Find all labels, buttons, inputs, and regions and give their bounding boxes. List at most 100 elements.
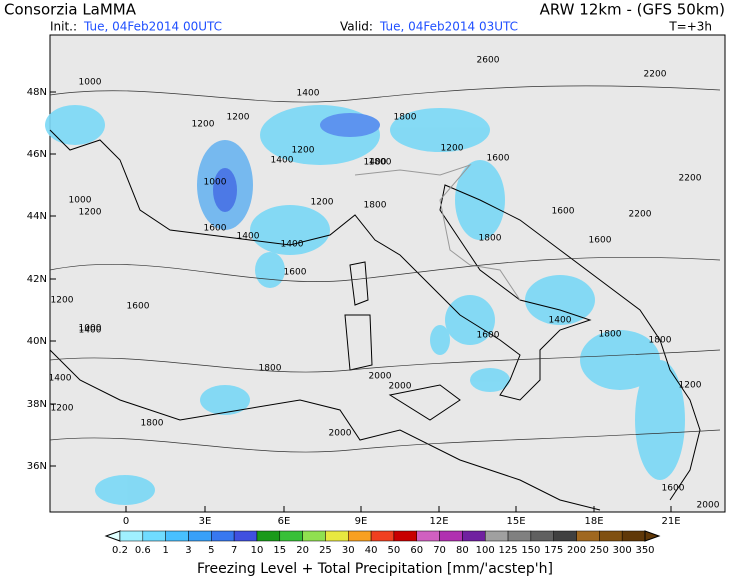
lat-label: 46N — [27, 149, 47, 160]
colorbar-swatch — [211, 530, 235, 542]
coastlines — [49, 129, 701, 511]
colorbar-label: 70 — [433, 545, 446, 556]
valid-time: Tue, 04Feb2014 03UTC — [379, 20, 518, 34]
lon-label: 3E — [199, 516, 212, 527]
contour-label: 1800 — [364, 201, 387, 211]
lat-label: 42N — [27, 274, 47, 285]
colorbar-swatch — [233, 530, 258, 542]
contour-label: 1600 — [552, 207, 575, 217]
lat-label: 40N — [27, 336, 47, 347]
contour-label: 1600 — [127, 302, 150, 312]
colorbar-label: 10 — [251, 545, 264, 556]
contour-label: 1200 — [311, 198, 334, 208]
map-frame — [49, 34, 726, 513]
colorbar-swatch — [439, 530, 463, 542]
colorbar-swatch — [393, 530, 417, 542]
valid-label: Valid: — [340, 20, 373, 34]
contour-label: 1800 — [141, 419, 164, 429]
contour-label: 1200 — [441, 144, 464, 154]
contour-label: 2200 — [679, 174, 702, 184]
contour-label: 1800 — [369, 158, 392, 168]
contour-label: 1200 — [79, 208, 102, 218]
colorbar-swatch — [576, 530, 600, 542]
contour-label: 1600 — [662, 484, 685, 494]
contour-label: 2000 — [389, 382, 412, 392]
contour-label: 1600 — [204, 224, 227, 234]
contour-label: 1400 — [49, 374, 72, 384]
contour-label: 1000 — [79, 324, 102, 334]
contour-label: 2000 — [329, 429, 352, 439]
contour-label: 1200 — [51, 404, 74, 414]
lat-label: 36N — [27, 461, 47, 472]
contour-label: 1000 — [79, 78, 102, 88]
contours — [49, 85, 721, 453]
contour-label: 2200 — [629, 210, 652, 220]
contour-label: 1000 — [204, 178, 227, 188]
colorbar-swatch — [621, 530, 646, 542]
colorbar-swatch — [119, 530, 144, 542]
colorbar-min-arrow — [104, 530, 121, 542]
contour-label: 1800 — [649, 336, 672, 346]
colorbar-swatch — [507, 530, 532, 542]
contour-label: 1200 — [292, 146, 315, 156]
contour-label: 1600 — [589, 236, 612, 246]
colorbar-swatch — [416, 530, 440, 542]
colorbar-swatch — [165, 530, 189, 542]
contour-label: 1600 — [284, 268, 307, 278]
contour-label: 1400 — [281, 240, 304, 250]
lon-label: 9E — [355, 516, 368, 527]
lat-label: 48N — [27, 87, 47, 98]
lon-label: 18E — [584, 516, 603, 527]
colorbar-swatch — [599, 530, 623, 542]
contour-label: 2600 — [477, 56, 500, 66]
contour-label: 1200 — [51, 296, 74, 306]
lon-label: 21E — [661, 516, 680, 527]
source-title: Consorzia LaMMA — [4, 1, 137, 19]
colorbar-swatch — [142, 530, 166, 542]
precipitation — [45, 105, 685, 505]
colorbar-label: 300 — [613, 545, 632, 556]
contour-label: 1200 — [227, 113, 250, 123]
colorbar-swatch — [484, 530, 509, 542]
contour-label: 1400 — [271, 156, 294, 166]
colorbar-label: 7 — [231, 545, 237, 556]
colorbar-label: 30 — [342, 545, 355, 556]
colorbar-label: 200 — [567, 545, 586, 556]
colorbar-label: 80 — [456, 545, 469, 556]
colorbar-label: 40 — [365, 545, 378, 556]
contour-label: 1800 — [394, 113, 417, 123]
colorbar-label: 150 — [521, 545, 540, 556]
colorbar-label: 5 — [208, 545, 214, 556]
contour-label: 1800 — [599, 330, 622, 340]
lon-label: 12E — [429, 516, 448, 527]
contour-label: 1400 — [237, 232, 260, 242]
colorbar-label: 20 — [296, 545, 309, 556]
colorbar-label: 125 — [498, 545, 517, 556]
colorbar-swatch — [462, 530, 486, 542]
colorbar-label: 25 — [319, 545, 332, 556]
lon-label: 6E — [278, 516, 291, 527]
colorbar-label: 60 — [410, 545, 423, 556]
colorbar-label: 15 — [273, 545, 286, 556]
colorbar-label: 50 — [388, 545, 401, 556]
borders — [354, 163, 521, 301]
contour-label: 1400 — [364, 158, 387, 168]
colorbar-swatch — [370, 530, 395, 542]
colorbar-title: Freezing Level + Total Precipitation [mm… — [197, 561, 553, 577]
colorbar-swatch — [256, 530, 281, 542]
contour-label: 2000 — [369, 372, 392, 382]
colorbar-label: 100 — [476, 545, 495, 556]
colorbar-label: 175 — [544, 545, 563, 556]
contour-label: 1600 — [487, 154, 510, 164]
contour-label: 1200 — [679, 381, 702, 391]
lat-label: 38N — [27, 399, 47, 410]
colorbar-swatch — [553, 530, 577, 542]
lon-label: 15E — [506, 516, 525, 527]
lon-label: 0 — [123, 516, 129, 527]
contour-label: 2000 — [697, 501, 720, 511]
init-time: Tue, 04Feb2014 00UTC — [83, 20, 222, 34]
contour-label: 2200 — [644, 70, 667, 80]
colorbar-label: 0.2 — [112, 545, 128, 556]
colorbar-label: 350 — [635, 545, 654, 556]
